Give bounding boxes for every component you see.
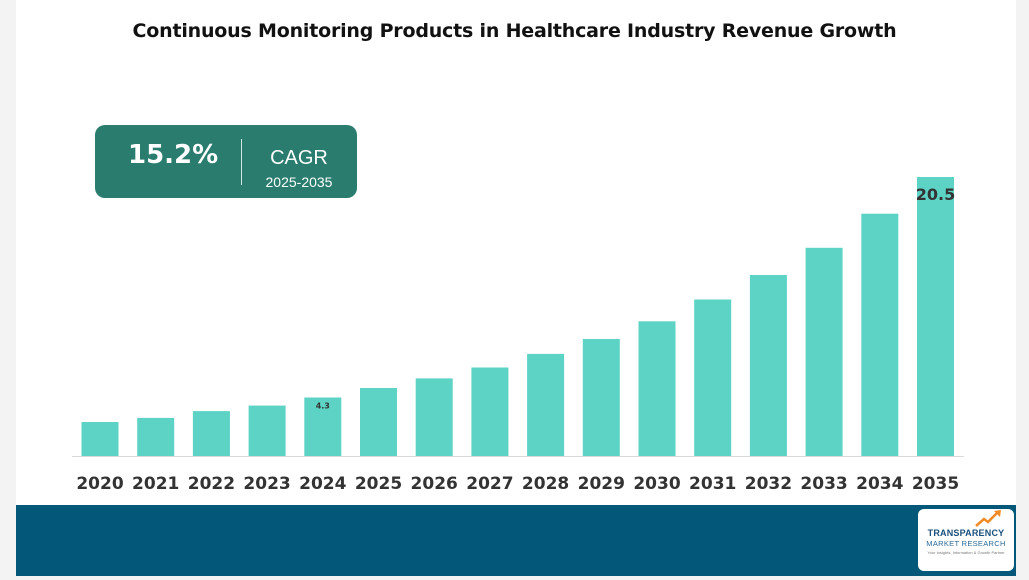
logo-arrow-icon bbox=[975, 510, 1001, 527]
data-label-2024: 4.3 bbox=[316, 402, 330, 411]
bar-2031 bbox=[694, 299, 732, 456]
logo-text-primary: TRANSPARENCY bbox=[927, 528, 1005, 538]
cagr-callout: 15.2% CAGR 2025-2035 bbox=[95, 125, 357, 198]
bar-2033 bbox=[805, 247, 843, 456]
x-tick-label: 2028 bbox=[522, 474, 569, 494]
bar-2034 bbox=[861, 213, 899, 456]
bar-2024 bbox=[304, 397, 342, 456]
bar-2028 bbox=[527, 353, 565, 456]
cagr-divider bbox=[241, 139, 242, 185]
x-tick-label: 2026 bbox=[411, 474, 458, 494]
bar-2032 bbox=[749, 275, 787, 456]
x-tick-label: 2033 bbox=[800, 474, 847, 494]
chart-title: Continuous Monitoring Products in Health… bbox=[132, 20, 897, 42]
bar-2035 bbox=[917, 177, 954, 456]
x-tick-label: 2024 bbox=[299, 474, 346, 494]
data-label-2035: 20.5 bbox=[916, 185, 955, 204]
x-tick-label: 2030 bbox=[633, 474, 680, 494]
logo-text-secondary: MARKET RESEARCH bbox=[926, 539, 1006, 548]
bar-2022 bbox=[192, 411, 230, 456]
bar-2025 bbox=[360, 388, 397, 456]
cagr-period: 2025-2035 bbox=[265, 174, 333, 190]
cagr-label: CAGR bbox=[270, 147, 328, 169]
x-tick-label: 2034 bbox=[856, 474, 903, 494]
x-tick-label: 2021 bbox=[132, 474, 179, 494]
bar-2027 bbox=[471, 367, 509, 456]
bar-2021 bbox=[137, 417, 175, 456]
bar-2030 bbox=[638, 321, 676, 456]
x-tick-label: 2027 bbox=[466, 474, 513, 494]
bar-2023 bbox=[248, 405, 286, 456]
chart-frame bbox=[16, 0, 1016, 576]
footer-band bbox=[16, 505, 1016, 576]
bar-chart: 2020 2021 2022 2023 2024 4.3 2025 2026 2027 2028 2… bbox=[72, 177, 964, 494]
x-tick-label: 2023 bbox=[243, 474, 290, 494]
x-tick-label: 2031 bbox=[689, 474, 736, 494]
company-logo: TRANSPARENCY MARKET RESEARCH Your Insigh… bbox=[918, 509, 1014, 571]
bar-2020 bbox=[81, 422, 119, 456]
x-tick-label: 2035 bbox=[912, 474, 959, 494]
logo-tagline: Your Insights, Information & Growth Part… bbox=[927, 550, 1005, 555]
x-tick-label: 2032 bbox=[745, 474, 792, 494]
x-tick-label: 2022 bbox=[188, 474, 235, 494]
x-tick-label: 2020 bbox=[76, 474, 123, 494]
x-tick-label: 2025 bbox=[355, 474, 402, 494]
cagr-value: 15.2% bbox=[128, 140, 219, 170]
bar-2029 bbox=[582, 339, 620, 456]
bar-2026 bbox=[415, 378, 453, 456]
x-tick-label: 2029 bbox=[578, 474, 625, 494]
